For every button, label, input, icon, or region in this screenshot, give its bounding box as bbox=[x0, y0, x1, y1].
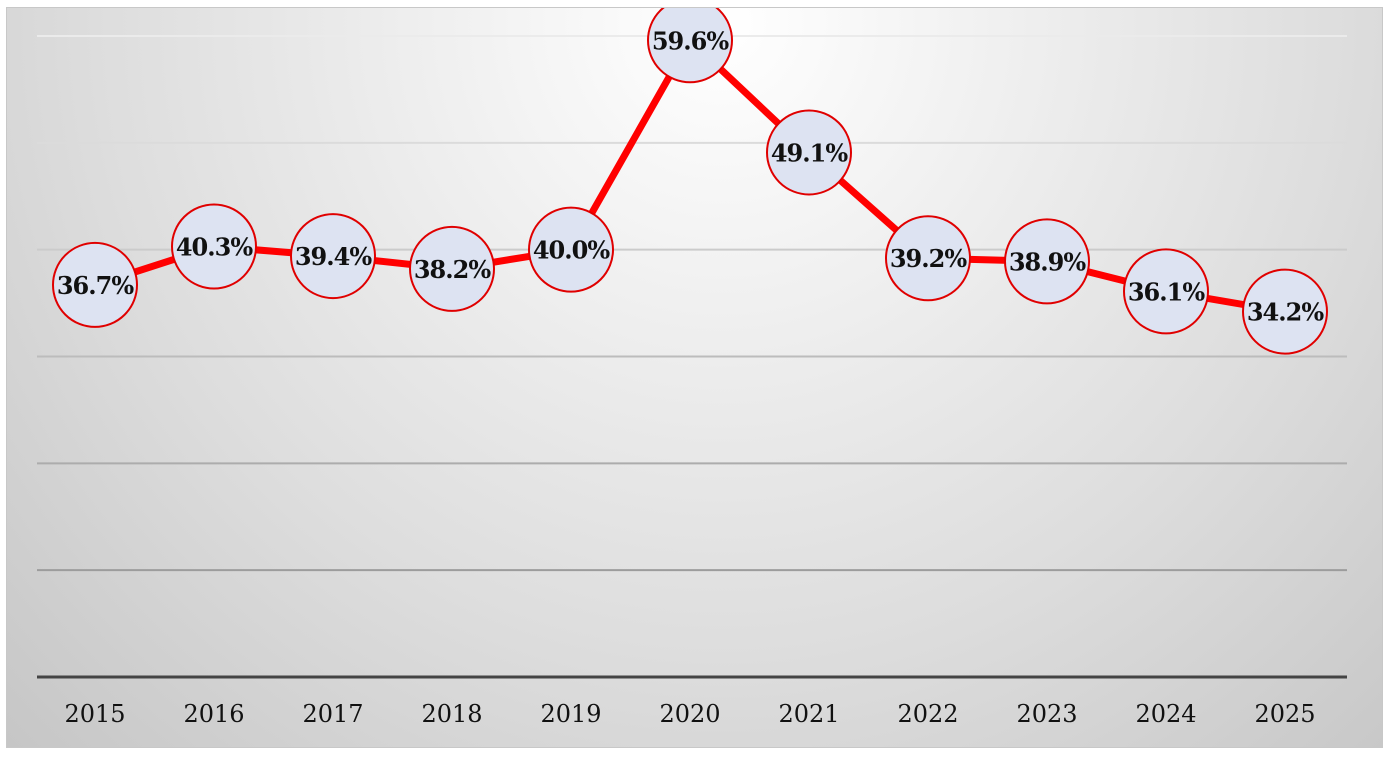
x-tick-label: 2024 bbox=[1135, 700, 1196, 728]
x-tick-label: 2023 bbox=[1016, 700, 1077, 728]
data-label: 40.0% bbox=[533, 236, 610, 265]
data-label: 40.3% bbox=[176, 232, 253, 261]
x-tick-label: 2020 bbox=[659, 700, 720, 728]
data-point-marker bbox=[1004, 218, 1090, 305]
data-label: 36.7% bbox=[57, 271, 134, 300]
data-point-marker bbox=[1242, 268, 1328, 355]
x-tick-label: 2025 bbox=[1254, 700, 1315, 728]
chart-frame: 2015 2016 2017 2018 2019 2020 2021 2022 2023 2024… bbox=[6, 7, 1383, 748]
data-label: 59.6% bbox=[652, 26, 729, 55]
data-label: 39.2% bbox=[890, 244, 967, 273]
x-tick-label: 2019 bbox=[540, 700, 601, 728]
data-label: 34.2% bbox=[1247, 298, 1324, 327]
data-point-marker bbox=[290, 213, 376, 300]
data-label: 49.1% bbox=[771, 138, 848, 167]
x-tick-label: 2016 bbox=[183, 700, 244, 728]
data-point-marker bbox=[528, 206, 614, 293]
x-tick-label: 2017 bbox=[302, 700, 363, 728]
data-label: 36.1% bbox=[1128, 277, 1205, 306]
data-point-marker bbox=[1123, 248, 1209, 335]
x-tick-label: 2022 bbox=[897, 700, 958, 728]
data-point-marker bbox=[647, 8, 733, 84]
data-label: 38.2% bbox=[414, 255, 491, 284]
data-markers: 36.7% 40.3% 39.4% 38.2% 40.0% 59.6% 49.1% 39.2%… bbox=[52, 8, 1328, 355]
data-point-marker bbox=[885, 215, 971, 302]
x-tick-label: 2015 bbox=[64, 700, 125, 728]
x-tick-labels: 2015 2016 2017 2018 2019 2020 2021 2022 2023 2024… bbox=[64, 700, 1315, 728]
line-chart: 2015 2016 2017 2018 2019 2020 2021 2022 2023 2024… bbox=[37, 8, 1347, 728]
data-label: 39.4% bbox=[295, 242, 372, 271]
data-label: 38.9% bbox=[1009, 247, 1086, 276]
data-point-marker bbox=[409, 225, 495, 312]
x-tick-label: 2018 bbox=[421, 700, 482, 728]
data-point-marker bbox=[171, 203, 257, 290]
data-point-marker bbox=[52, 241, 138, 328]
data-point-marker bbox=[766, 109, 852, 196]
x-tick-label: 2021 bbox=[778, 700, 839, 728]
